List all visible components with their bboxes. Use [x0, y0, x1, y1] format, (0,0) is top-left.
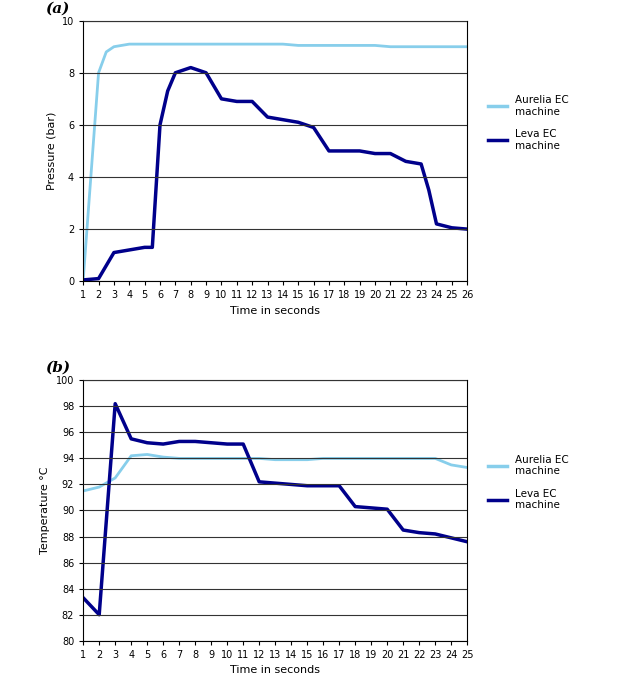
Y-axis label: Temperature °C: Temperature °C: [40, 466, 51, 554]
Text: (b): (b): [45, 361, 70, 375]
Legend: Aurelia EC
machine, Leva EC
machine: Aurelia EC machine, Leva EC machine: [484, 451, 573, 515]
X-axis label: Time in seconds: Time in seconds: [230, 666, 320, 675]
X-axis label: Time in seconds: Time in seconds: [230, 306, 320, 316]
Text: (a): (a): [45, 1, 69, 15]
Y-axis label: Pressure (bar): Pressure (bar): [46, 112, 56, 190]
Legend: Aurelia EC
machine, Leva EC
machine: Aurelia EC machine, Leva EC machine: [484, 91, 573, 155]
